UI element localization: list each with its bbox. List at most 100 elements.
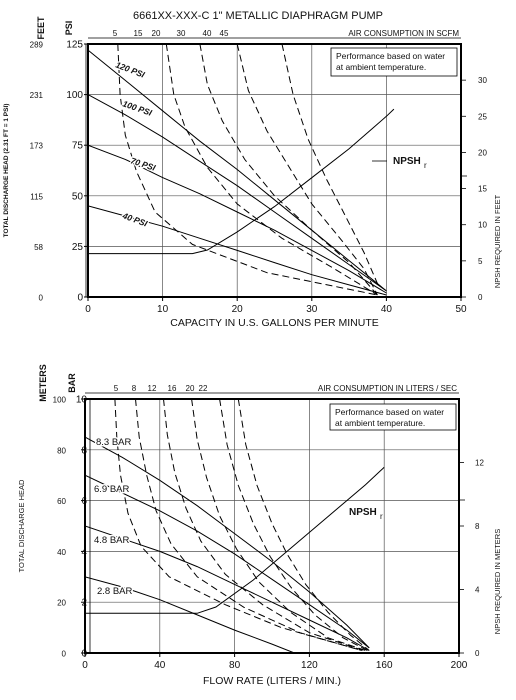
pressure-curve [85, 576, 295, 653]
pressure-curve-label: 70 PSI [129, 155, 157, 173]
page-title: 6661XX-XXX-C 1" METALLIC DIAPHRAGM PUMP [133, 10, 383, 22]
npsh-tick-label: 0 [478, 293, 483, 302]
npsh-tick-label: 12 [475, 459, 484, 468]
x-tick-label: 0 [85, 304, 91, 315]
y2-tick-label: 231 [30, 91, 44, 100]
air-tick-label: 45 [220, 29, 229, 38]
npsh-tick-label: 8 [475, 522, 480, 531]
pressure-curve [88, 144, 387, 294]
air-consumption-curve [236, 44, 378, 296]
x-tick-label: 0 [82, 660, 88, 671]
air-consumption-curve [114, 399, 362, 651]
y-unit-label: BAR [67, 373, 77, 393]
x-tick-label: 20 [232, 304, 244, 315]
air-consumption-curve [117, 44, 378, 296]
note-box [329, 403, 457, 431]
npsh-tick-label: 20 [478, 148, 487, 157]
pressure-curve [88, 49, 387, 292]
note-box [330, 47, 458, 77]
pressure-curve [88, 205, 387, 296]
air-tick-label: 16 [168, 384, 177, 393]
pressure-curve-label: 8.3 BAR [96, 437, 132, 448]
air-tick-label: 30 [177, 29, 186, 38]
npsh-tick-label: 25 [478, 112, 487, 121]
npsh-subscript: r [380, 512, 383, 521]
air-tick-label: 12 [148, 384, 157, 393]
npsh-tick-label: 15 [478, 185, 487, 194]
pressure-curve-label: 40 PSI [120, 210, 149, 229]
pressure-curve-label: 2.8 BAR [97, 586, 133, 597]
note-text: at ambient temperature. [336, 62, 426, 72]
air-tick-label: 22 [199, 384, 208, 393]
y-unit-label: PSI [64, 21, 74, 36]
pressure-curve [88, 94, 387, 292]
y2-tick-label: 173 [30, 142, 44, 151]
y2-tick-label: 80 [57, 446, 66, 455]
y-tick-label: 125 [66, 40, 83, 51]
air-consumption-curve [281, 44, 380, 288]
x-axis-title: FLOW RATE (LITERS / MIN.) [203, 675, 341, 687]
air-consumption-curve [199, 44, 378, 296]
air-consumption-curve [135, 399, 362, 651]
npsh-subscript: r [424, 161, 427, 170]
air-tick-label: 5 [113, 29, 118, 38]
y2-unit-label: METERS [38, 364, 48, 402]
x-tick-label: 10 [157, 304, 169, 315]
y2-tick-label: 20 [57, 599, 66, 608]
note-text: Performance based on water [336, 51, 445, 61]
y-tick-label: 75 [72, 141, 84, 152]
y-axis-title: TOTAL DISCHARGE HEAD [17, 479, 26, 572]
chart-metric-units: 0 40 80 120 160 2000022044066088010100BARMETE… [17, 364, 502, 687]
pressure-curve [85, 436, 370, 649]
plot-frame [84, 398, 460, 654]
x-tick-label: 30 [306, 304, 318, 315]
pressure-curve [85, 525, 370, 651]
pressure-curve [85, 474, 370, 649]
x-tick-label: 80 [229, 660, 241, 671]
y2-tick-label: 100 [53, 396, 67, 405]
y2-tick-label: 0 [39, 294, 44, 303]
x-tick-label: 160 [376, 660, 393, 671]
npsh-tick-label: 4 [475, 586, 480, 595]
note-text: at ambient temperature. [335, 418, 425, 428]
note-text: Performance based on water [335, 407, 444, 417]
pressure-curve-label: 120 PSI [114, 60, 146, 80]
x-tick-label: 200 [451, 660, 468, 671]
chart-us-units: 0 10 20 30 40 500025585011575173100231125289P… [3, 16, 502, 329]
x-tick-label: 50 [455, 304, 467, 315]
air-tick-label: 8 [132, 384, 137, 393]
npsh-axis-title: NPSH REQUIRED IN METERS [493, 529, 502, 634]
npsh-tick-label: 30 [478, 76, 487, 85]
x-tick-label: 40 [381, 304, 393, 315]
y2-tick-label: 58 [34, 243, 43, 252]
y2-unit-label: FEET [36, 16, 46, 40]
x-tick-label: 120 [301, 660, 318, 671]
npsh-curve [85, 466, 385, 614]
pressure-curve-label: 6.9 BAR [94, 484, 130, 495]
npsh-label: NPSH [393, 156, 421, 167]
plot-frame [87, 43, 462, 298]
pressure-curve-label: 4.8 BAR [94, 535, 130, 546]
y-axis-title: TOTAL DISCHARGE HEAD (2.31 FT = 1 PSI) [3, 104, 10, 238]
y2-tick-label: 60 [57, 497, 66, 506]
npsh-axis-title: NPSH REQUIRED IN FEET [493, 194, 502, 288]
npsh-tick-label: 5 [478, 257, 483, 266]
air-consumption-curve [219, 399, 368, 651]
air-consumption-curve [191, 399, 366, 651]
air-tick-label: 20 [152, 29, 161, 38]
y-tick-label: 0 [77, 293, 83, 304]
air-tick-label: 5 [114, 384, 119, 393]
y-tick-label: 50 [72, 191, 84, 202]
air-axis-title: AIR CONSUMPTION IN LITERS / SEC [318, 384, 457, 393]
npsh-curve [88, 108, 395, 255]
x-axis-title: CAPACITY IN U.S. GALLONS PER MINUTE [170, 317, 379, 329]
y2-tick-label: 115 [30, 192, 43, 201]
y2-tick-label: 40 [57, 548, 66, 557]
air-tick-label: 20 [186, 384, 195, 393]
air-tick-label: 40 [203, 29, 212, 38]
air-tick-label: 15 [134, 29, 143, 38]
y2-tick-label: 289 [30, 41, 44, 50]
air-consumption-curve [237, 399, 370, 651]
npsh-tick-label: 10 [478, 221, 487, 230]
